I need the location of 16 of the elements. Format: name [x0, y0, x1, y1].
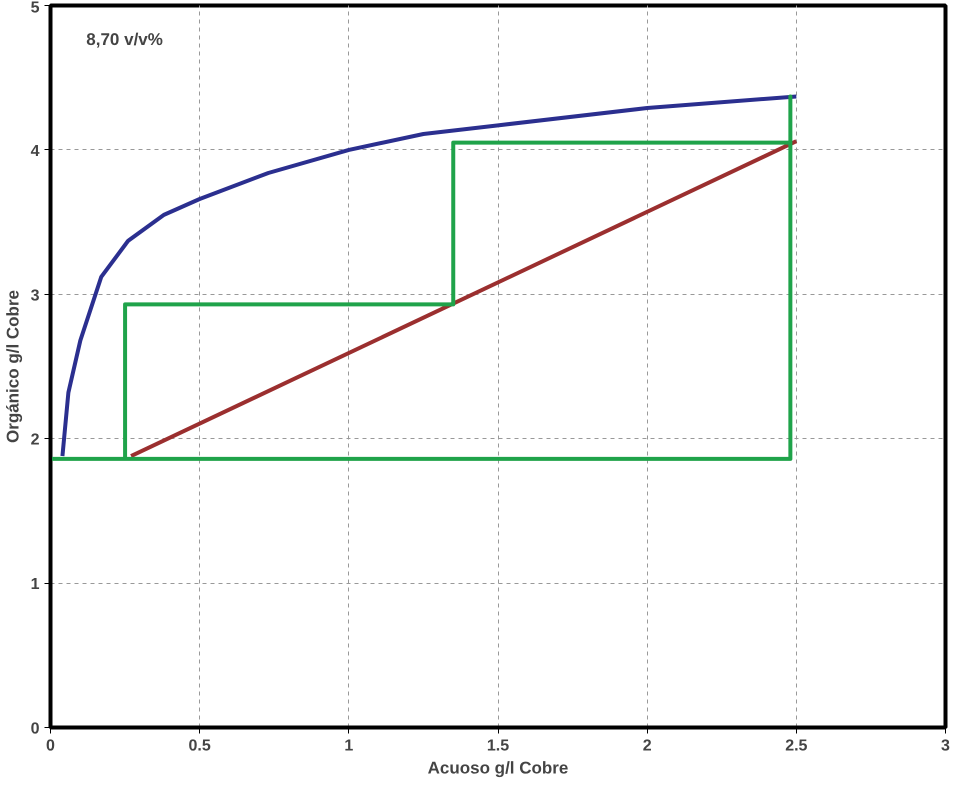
x-axis-title: Acuoso g/l Cobre	[428, 758, 568, 778]
y-tick-label: 4	[30, 142, 40, 160]
x-tick-label: 0	[46, 738, 56, 754]
y-tick-label: 2	[30, 432, 40, 449]
x-tick-label: 2.5	[785, 738, 808, 754]
x-tick-label: 3	[941, 738, 950, 754]
x-tick-label: 1	[344, 738, 354, 754]
y-tick-label: 3	[30, 287, 40, 304]
y-tick-label: 0	[30, 720, 40, 738]
x-tick-label: 2	[642, 738, 652, 754]
annotation: 8,70 v/v%	[86, 30, 163, 49]
y-axis-title: Orgánico g/l Cobre	[4, 290, 23, 444]
x-tick-label: 0.5	[188, 738, 211, 754]
y-tick-label: 5	[30, 0, 40, 16]
y-tick-label: 1	[30, 576, 40, 594]
x-tick-label: 1.5	[486, 738, 510, 754]
